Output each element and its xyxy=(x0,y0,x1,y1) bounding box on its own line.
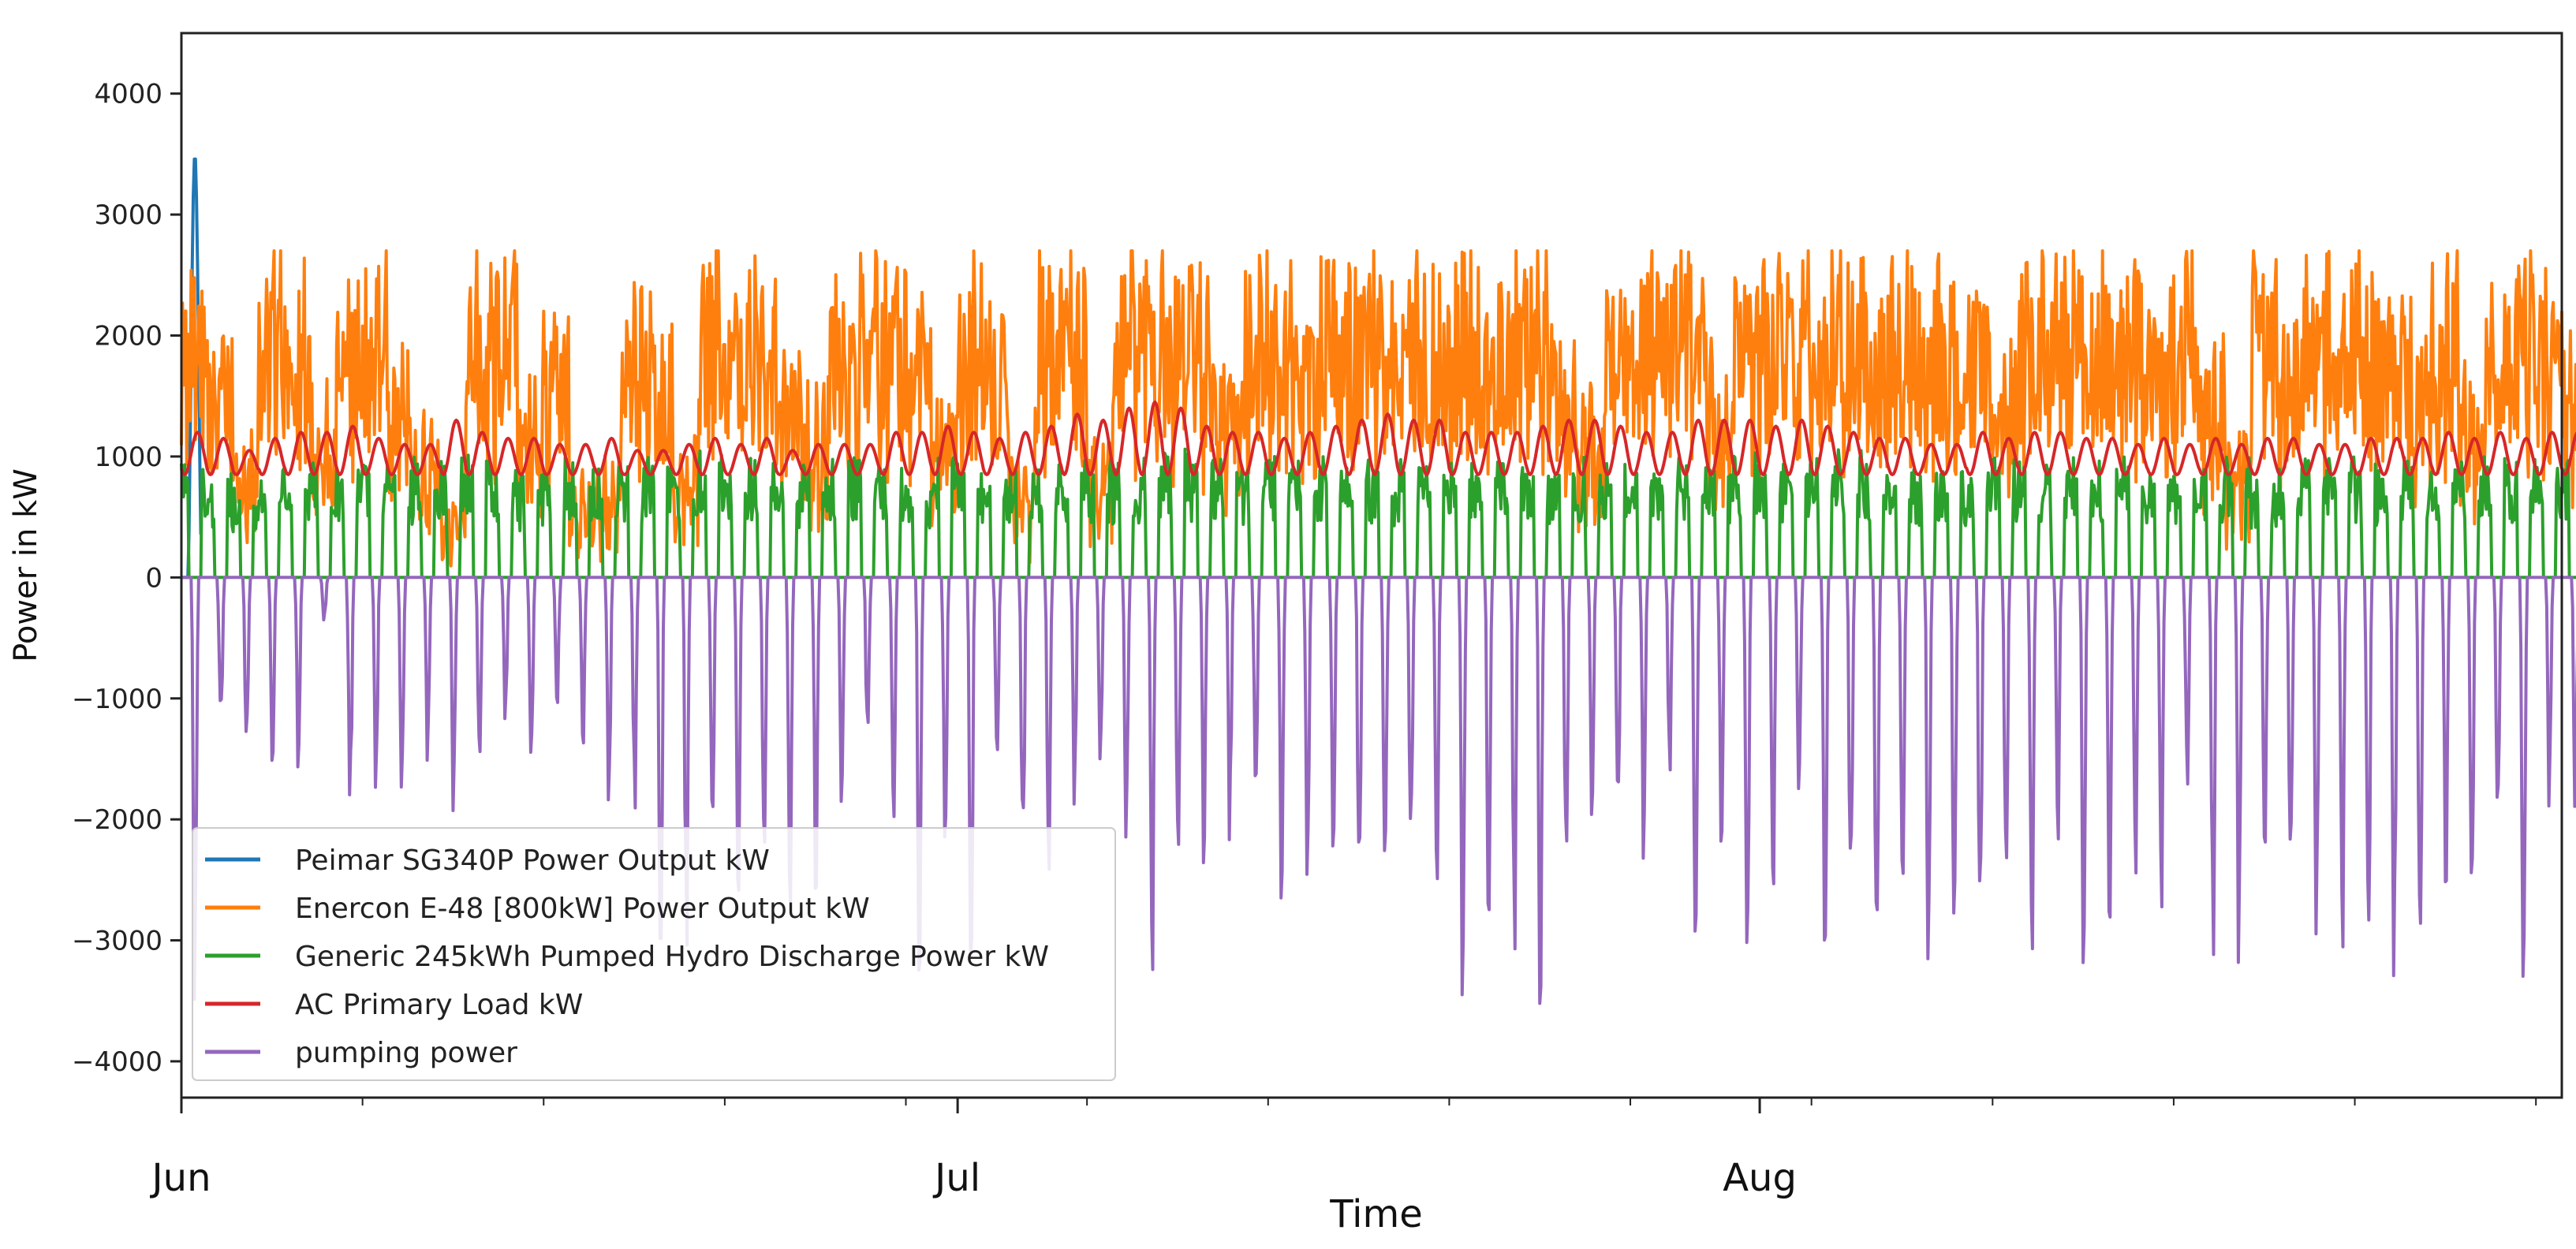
series-layer xyxy=(180,157,2576,1005)
y-tick-label: −3000 xyxy=(72,926,162,957)
y-tick-label: −4000 xyxy=(72,1046,162,1078)
x-tick-label: Aug xyxy=(1723,1156,1797,1200)
y-tick-label: 4000 xyxy=(94,79,162,110)
legend-entry: AC Primary Load kW xyxy=(295,989,583,1021)
y-tick-label: 3000 xyxy=(94,199,162,231)
legend-entry: pumping power xyxy=(295,1037,517,1069)
y-tick-label: 1000 xyxy=(94,442,162,473)
plot-frame xyxy=(180,32,2563,1099)
y-tick-label: 2000 xyxy=(94,321,162,352)
series-load-line xyxy=(180,400,2576,476)
series-pumping-line xyxy=(181,576,2576,1005)
x-axis-ticks: Jun Jul Aug xyxy=(150,1098,2537,1200)
x-axis-label: Time xyxy=(1329,1192,1422,1236)
series-hydro-line xyxy=(180,447,2576,580)
x-tick-label: Jun xyxy=(150,1156,211,1200)
y-tick-label: 0 xyxy=(145,562,162,594)
y-tick-label: −2000 xyxy=(72,804,162,836)
legend-entry: Generic 245kWh Pumped Hydro Discharge Po… xyxy=(295,941,1049,973)
x-tick-label: Jul xyxy=(932,1156,980,1200)
y-tick-label: −1000 xyxy=(72,684,162,715)
legend-entry: Peimar SG340P Power Output kW xyxy=(295,844,770,877)
y-axis-label: Power in kW xyxy=(8,468,44,662)
legend-box xyxy=(192,827,1116,1081)
legend: Peimar SG340P Power Output kW Enercon E-4… xyxy=(192,827,1116,1081)
legend-entry: Enercon E-48 [800kW] Power Output kW xyxy=(295,893,870,925)
y-axis-ticks: −4000 −3000 −2000 −1000 0 1000 2000 3000 4000 xyxy=(72,79,181,1078)
series-wind-line xyxy=(180,249,2576,568)
